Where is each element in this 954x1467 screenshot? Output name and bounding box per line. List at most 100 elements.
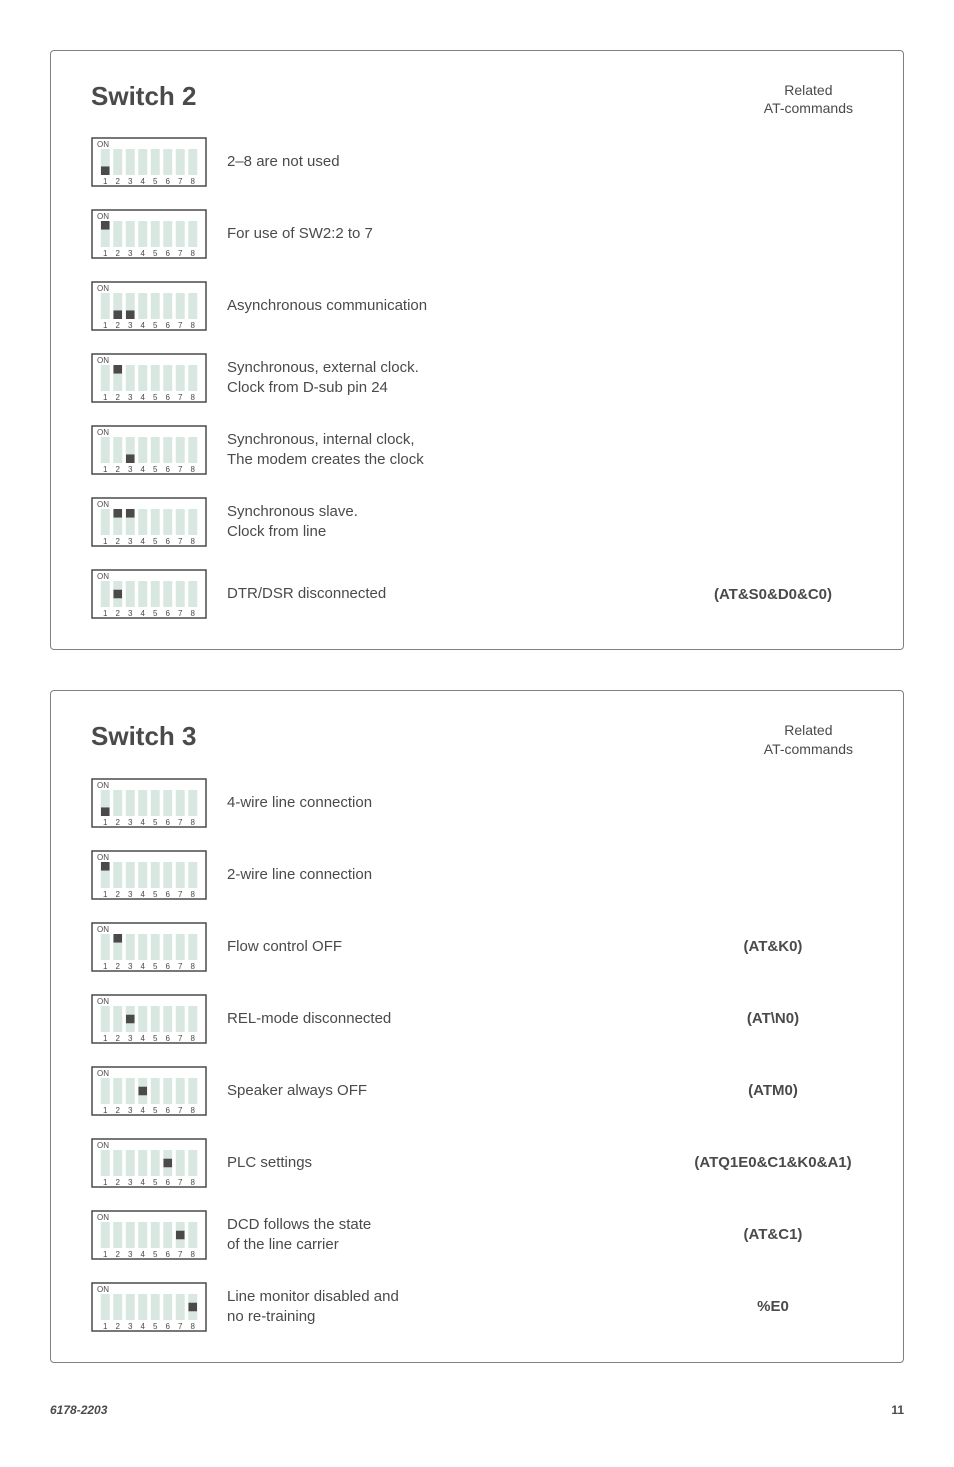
svg-text:4: 4 bbox=[141, 177, 146, 186]
svg-text:ON: ON bbox=[97, 925, 109, 934]
svg-text:7: 7 bbox=[178, 1178, 183, 1187]
svg-text:4: 4 bbox=[141, 1322, 146, 1331]
row-description: 2–8 are not used bbox=[227, 152, 683, 172]
svg-text:ON: ON bbox=[97, 1069, 109, 1078]
svg-text:8: 8 bbox=[191, 818, 196, 827]
svg-text:1: 1 bbox=[103, 609, 108, 618]
svg-text:3: 3 bbox=[128, 177, 133, 186]
svg-text:3: 3 bbox=[128, 609, 133, 618]
svg-text:6: 6 bbox=[166, 249, 171, 258]
svg-text:2: 2 bbox=[116, 890, 121, 899]
row-description: DCD follows the stateof the line carrier bbox=[227, 1215, 683, 1256]
svg-text:6: 6 bbox=[166, 321, 171, 330]
svg-text:7: 7 bbox=[178, 1034, 183, 1043]
switch-row: ON12345678Flow control OFF(AT&K0) bbox=[91, 922, 863, 972]
svg-text:4: 4 bbox=[141, 393, 146, 402]
svg-text:ON: ON bbox=[97, 356, 109, 365]
page-number: 11 bbox=[891, 1403, 904, 1417]
svg-text:ON: ON bbox=[97, 1213, 109, 1222]
svg-text:8: 8 bbox=[191, 1250, 196, 1259]
svg-text:6: 6 bbox=[166, 1250, 171, 1259]
svg-text:6: 6 bbox=[166, 1178, 171, 1187]
svg-text:1: 1 bbox=[103, 1250, 108, 1259]
switch-row: ON12345678Synchronous, internal clock,Th… bbox=[91, 425, 863, 475]
row-description: Flow control OFF bbox=[227, 937, 683, 957]
svg-text:8: 8 bbox=[191, 393, 196, 402]
svg-text:4: 4 bbox=[141, 537, 146, 546]
svg-text:ON: ON bbox=[97, 572, 109, 581]
svg-text:6: 6 bbox=[166, 537, 171, 546]
svg-text:7: 7 bbox=[178, 1106, 183, 1115]
svg-text:4: 4 bbox=[141, 321, 146, 330]
dip-switch-diagram: ON12345678 bbox=[91, 1138, 207, 1188]
svg-text:ON: ON bbox=[97, 853, 109, 862]
svg-text:1: 1 bbox=[103, 249, 108, 258]
dip-switch-diagram: ON12345678 bbox=[91, 850, 207, 900]
svg-text:2: 2 bbox=[116, 393, 121, 402]
dip-switch-diagram: ON12345678 bbox=[91, 1066, 207, 1116]
svg-text:1: 1 bbox=[103, 537, 108, 546]
row-description: REL-mode disconnected bbox=[227, 1009, 683, 1029]
dip-switch-diagram: ON12345678 bbox=[91, 1210, 207, 1260]
at-command: (ATM0) bbox=[683, 1082, 863, 1099]
dip-switch-diagram: ON12345678 bbox=[91, 425, 207, 475]
svg-text:3: 3 bbox=[128, 321, 133, 330]
svg-text:5: 5 bbox=[153, 465, 158, 474]
svg-text:ON: ON bbox=[97, 1141, 109, 1150]
svg-text:6: 6 bbox=[166, 1034, 171, 1043]
dip-switch-diagram: ON12345678 bbox=[91, 994, 207, 1044]
svg-text:4: 4 bbox=[141, 465, 146, 474]
svg-text:3: 3 bbox=[128, 1034, 133, 1043]
svg-text:7: 7 bbox=[178, 609, 183, 618]
row-description: DTR/DSR disconnected bbox=[227, 584, 683, 604]
svg-text:8: 8 bbox=[191, 609, 196, 618]
dip-switch-diagram: ON12345678 bbox=[91, 137, 207, 187]
svg-text:3: 3 bbox=[128, 962, 133, 971]
at-command: (AT\N0) bbox=[683, 1010, 863, 1027]
svg-text:ON: ON bbox=[97, 781, 109, 790]
switch-panel: Switch 3RelatedAT-commandsON123456784-wi… bbox=[50, 690, 904, 1362]
svg-text:8: 8 bbox=[191, 465, 196, 474]
svg-text:4: 4 bbox=[141, 818, 146, 827]
svg-text:7: 7 bbox=[178, 393, 183, 402]
svg-text:1: 1 bbox=[103, 818, 108, 827]
switch-row: ON12345678DTR/DSR disconnected(AT&S0&D0&… bbox=[91, 569, 863, 619]
panel-title: Switch 3 bbox=[91, 721, 196, 752]
svg-text:ON: ON bbox=[97, 140, 109, 149]
at-command: %E0 bbox=[683, 1298, 863, 1315]
svg-text:2: 2 bbox=[116, 609, 121, 618]
svg-text:1: 1 bbox=[103, 890, 108, 899]
dip-switch-diagram: ON12345678 bbox=[91, 569, 207, 619]
svg-text:4: 4 bbox=[141, 1250, 146, 1259]
svg-text:2: 2 bbox=[116, 465, 121, 474]
svg-text:1: 1 bbox=[103, 177, 108, 186]
at-command: (AT&S0&D0&C0) bbox=[683, 586, 863, 603]
row-description: For use of SW2:2 to 7 bbox=[227, 224, 683, 244]
row-description: 2-wire line connection bbox=[227, 865, 683, 885]
row-description: Speaker always OFF bbox=[227, 1081, 683, 1101]
svg-text:2: 2 bbox=[116, 537, 121, 546]
svg-text:8: 8 bbox=[191, 1322, 196, 1331]
svg-text:8: 8 bbox=[191, 1106, 196, 1115]
row-description: 4-wire line connection bbox=[227, 793, 683, 813]
svg-text:5: 5 bbox=[153, 537, 158, 546]
dip-switch-diagram: ON12345678 bbox=[91, 497, 207, 547]
svg-text:8: 8 bbox=[191, 1178, 196, 1187]
svg-text:1: 1 bbox=[103, 465, 108, 474]
row-description: Synchronous, external clock.Clock from D… bbox=[227, 358, 683, 399]
svg-text:2: 2 bbox=[116, 1106, 121, 1115]
switch-row: ON12345678 REL-mode disconnected(AT\N0) bbox=[91, 994, 863, 1044]
svg-text:6: 6 bbox=[166, 1322, 171, 1331]
svg-text:4: 4 bbox=[141, 249, 146, 258]
svg-text:7: 7 bbox=[178, 249, 183, 258]
svg-text:ON: ON bbox=[97, 997, 109, 1006]
at-command: (AT&C1) bbox=[683, 1226, 863, 1243]
svg-text:4: 4 bbox=[141, 890, 146, 899]
svg-text:5: 5 bbox=[153, 177, 158, 186]
svg-text:3: 3 bbox=[128, 1178, 133, 1187]
svg-text:7: 7 bbox=[178, 537, 183, 546]
switch-row: ON12345678Synchronous slave.Clock from l… bbox=[91, 497, 863, 547]
svg-text:1: 1 bbox=[103, 393, 108, 402]
svg-text:4: 4 bbox=[141, 1178, 146, 1187]
svg-text:2: 2 bbox=[116, 818, 121, 827]
